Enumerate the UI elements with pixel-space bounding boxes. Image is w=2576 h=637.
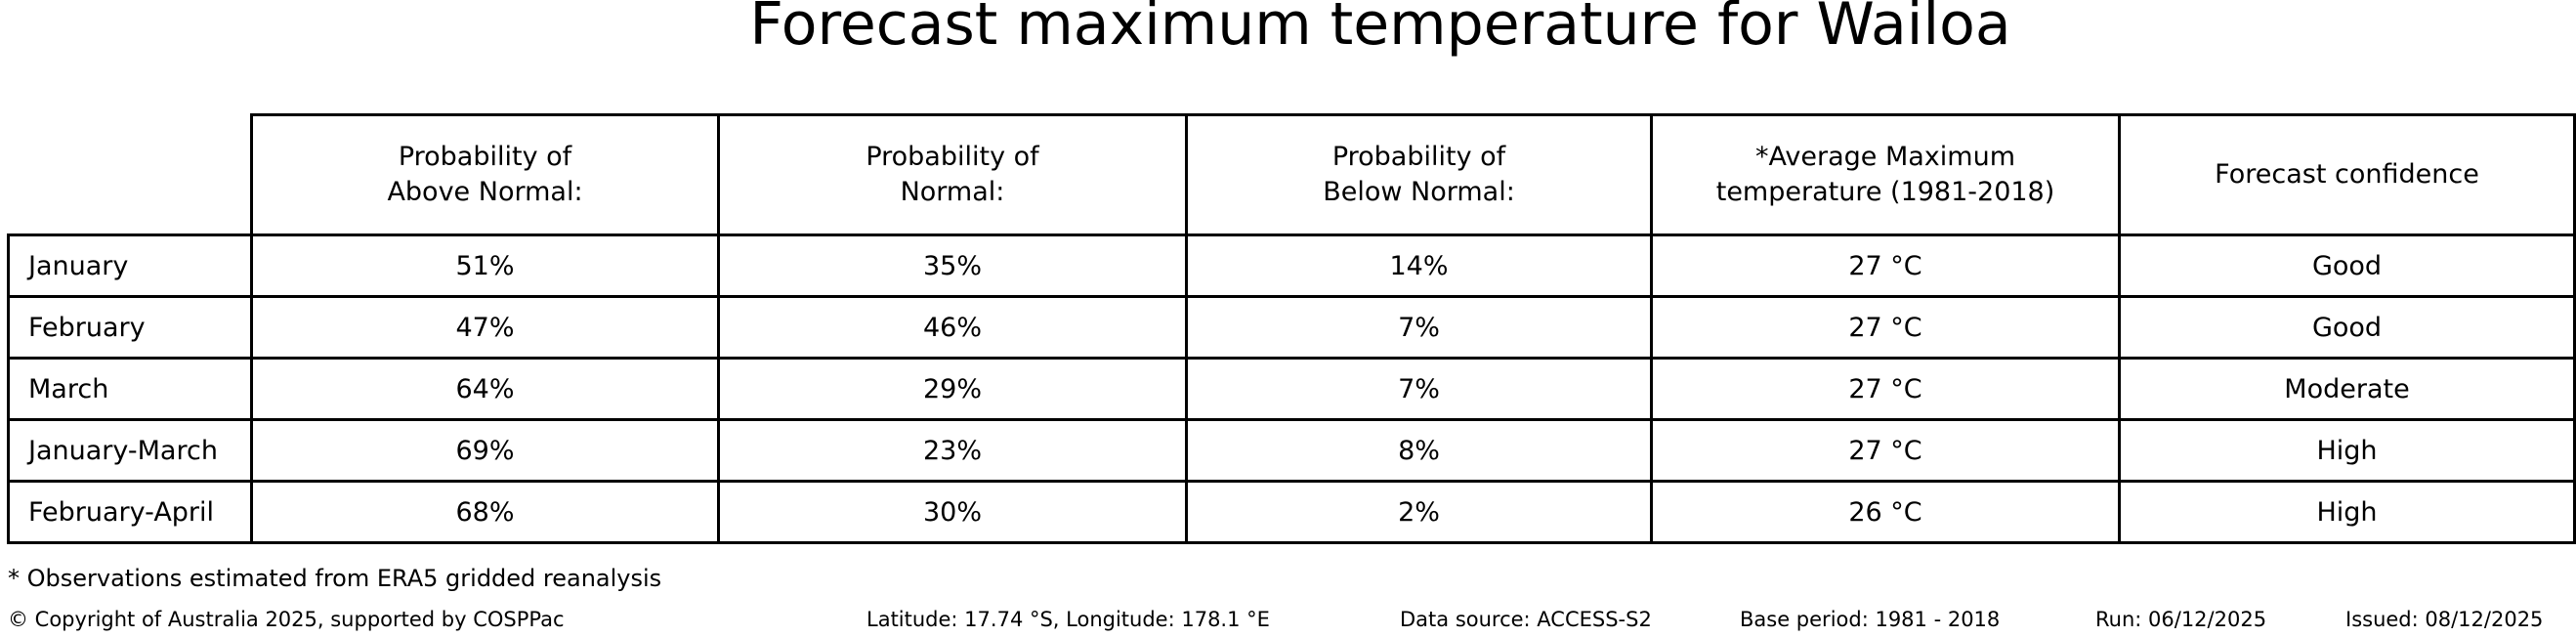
cell-normal: 29% (717, 357, 1188, 421)
cell-confidence: High (2118, 418, 2576, 483)
row-label: February (7, 295, 253, 360)
col-header-normal: Probability of Normal: (717, 113, 1188, 236)
run-date-text: Run: 06/12/2025 (2095, 608, 2267, 631)
cell-below-normal: 2% (1185, 480, 1653, 544)
cell-normal: 35% (717, 234, 1188, 298)
cell-below-normal: 8% (1185, 418, 1653, 483)
cell-average-temp: 27 °C (1650, 295, 2121, 360)
cell-normal: 23% (717, 418, 1188, 483)
row-label: January (7, 234, 253, 298)
cell-above-normal: 64% (250, 357, 720, 421)
base-period-text: Base period: 1981 - 2018 (1740, 608, 2001, 631)
observations-footnote: * Observations estimated from ERA5 gridd… (8, 565, 662, 592)
cell-average-temp: 27 °C (1650, 357, 2121, 421)
cell-below-normal: 7% (1185, 295, 1653, 360)
cell-above-normal: 68% (250, 480, 720, 544)
cell-above-normal: 51% (250, 234, 720, 298)
cell-normal: 46% (717, 295, 1188, 360)
cell-below-normal: 7% (1185, 357, 1653, 421)
table-row-february: February 47% 46% 7% 27 °C Good (7, 295, 2576, 360)
cell-confidence: Good (2118, 234, 2576, 298)
copyright-text: © Copyright of Australia 2025, supported… (8, 608, 565, 631)
col-header-above-normal: Probability of Above Normal: (250, 113, 720, 236)
data-source-text: Data source: ACCESS-S2 (1400, 608, 1652, 631)
cell-confidence: Moderate (2118, 357, 2576, 421)
cell-above-normal: 69% (250, 418, 720, 483)
row-label: March (7, 357, 253, 421)
col-header-average-max-temp: *Average Maximum temperature (1981-2018) (1650, 113, 2121, 236)
cell-below-normal: 14% (1185, 234, 1653, 298)
col-header-forecast-confidence: Forecast confidence (2118, 113, 2576, 236)
cell-above-normal: 47% (250, 295, 720, 360)
table-row-january: January 51% 35% 14% 27 °C Good (7, 234, 2576, 298)
issued-date-text: Issued: 08/12/2025 (2345, 608, 2544, 631)
table-row-january-march: January-March 69% 23% 8% 27 °C High (7, 418, 2576, 483)
page-title: Forecast maximum temperature for Wailoa (749, 0, 2011, 59)
table-header-row: Probability of Above Normal: Probability… (9, 113, 2576, 236)
table-row-march: March 64% 29% 7% 27 °C Moderate (7, 357, 2576, 421)
col-header-below-normal: Probability of Below Normal: (1185, 113, 1653, 236)
cell-normal: 30% (717, 480, 1188, 544)
row-label: January-March (7, 418, 253, 483)
cell-confidence: Good (2118, 295, 2576, 360)
table-row-february-april: February-April 68% 30% 2% 26 °C High (7, 480, 2576, 544)
corner-empty-cell (9, 115, 252, 235)
location-text: Latitude: 17.74 °S, Longitude: 178.1 °E (866, 608, 1270, 631)
row-label: February-April (7, 480, 253, 544)
forecast-table: Probability of Above Normal: Probability… (7, 113, 2576, 544)
cell-confidence: High (2118, 480, 2576, 544)
cell-average-temp: 27 °C (1650, 234, 2121, 298)
cell-average-temp: 26 °C (1650, 480, 2121, 544)
cell-average-temp: 27 °C (1650, 418, 2121, 483)
